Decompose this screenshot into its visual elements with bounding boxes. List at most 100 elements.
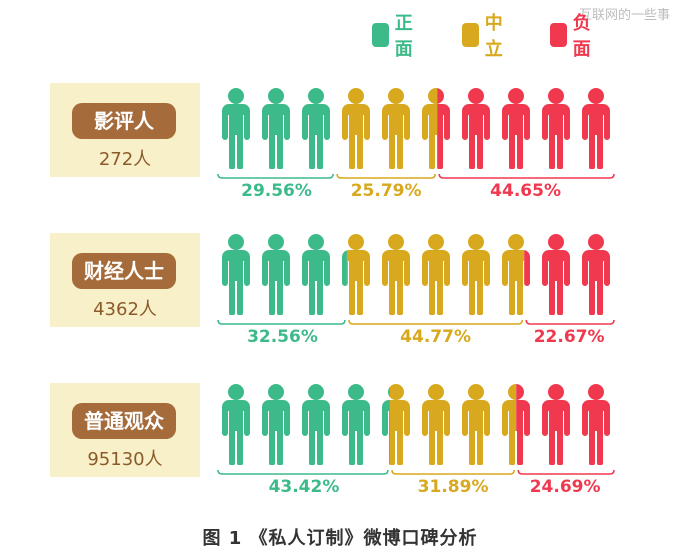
person-fill-negative — [502, 88, 530, 169]
person-icon-positive — [262, 88, 290, 169]
person-icon-positive — [262, 384, 290, 465]
legend-item-positive: 正面 — [372, 13, 420, 60]
bracket-positive — [217, 469, 389, 475]
person-fill-positive — [222, 384, 250, 465]
group-count-film-critics: 272人 — [98, 149, 152, 170]
person-fill-positive — [342, 234, 347, 315]
person-fill-neutral — [502, 384, 517, 465]
data-label-positive: 32.56% — [247, 327, 318, 347]
person-fill-positive — [382, 384, 390, 465]
group-name-general-audience: 普通观众 — [72, 403, 176, 439]
person-fill-positive — [262, 88, 290, 169]
person-icon-positive — [302, 88, 330, 169]
person-icon-negative — [542, 234, 570, 315]
data-label-positive: 29.56% — [241, 181, 312, 201]
data-label-positive: 43.42% — [269, 477, 340, 497]
person-fill-negative — [582, 384, 610, 465]
person-fill-neutral — [382, 234, 410, 315]
person-fill-neutral — [382, 88, 410, 169]
data-label-neutral: 44.77% — [400, 327, 471, 347]
person-icon-neutral — [382, 384, 410, 465]
person-fill-negative — [462, 88, 490, 169]
data-label-neutral: 31.89% — [418, 477, 489, 497]
group-card-film-critics: 影评人 272人 — [50, 83, 200, 177]
person-icon-negative — [582, 234, 610, 315]
person-fill-neutral — [389, 384, 410, 465]
bracket-positive — [217, 319, 346, 325]
legend-swatch-neutral — [462, 23, 479, 47]
bracket-neutral — [391, 469, 516, 475]
person-icon-neutral — [342, 234, 370, 315]
bracket-negative — [525, 319, 615, 325]
person-icon-neutral — [502, 234, 530, 315]
person-fill-neutral — [422, 384, 450, 465]
person-fill-negative — [524, 234, 530, 315]
data-label-neutral: 25.79% — [351, 181, 422, 201]
person-icon-neutral — [342, 88, 370, 169]
bracket-neutral — [348, 319, 524, 325]
person-fill-negative — [582, 234, 610, 315]
person-fill-positive — [302, 88, 330, 169]
person-fill-neutral — [422, 88, 438, 169]
group-card-finance-people: 财经人士 4362人 — [50, 233, 200, 327]
bracket-negative — [517, 469, 615, 475]
person-icon-negative — [462, 88, 490, 169]
person-icon-positive — [222, 88, 250, 169]
person-icon-neutral — [422, 88, 450, 169]
data-label-negative: 22.67% — [534, 327, 605, 347]
person-icon-negative — [582, 384, 610, 465]
person-icon-positive — [302, 234, 330, 315]
person-fill-positive — [262, 384, 290, 465]
person-fill-neutral — [346, 234, 370, 315]
group-count-finance-people: 4362人 — [93, 299, 157, 320]
person-icon-neutral — [422, 384, 450, 465]
bracket-positive — [217, 173, 334, 179]
bracket-negative — [438, 173, 615, 179]
person-fill-neutral — [422, 234, 450, 315]
person-fill-positive — [222, 234, 250, 315]
group-count-general-audience: 95130人 — [87, 449, 163, 470]
person-icon-neutral — [502, 384, 530, 465]
person-icon-positive — [342, 384, 370, 465]
person-icon-positive — [222, 384, 250, 465]
person-icon-neutral — [382, 88, 410, 169]
person-icon-positive — [222, 234, 250, 315]
person-icon-neutral — [422, 234, 450, 315]
person-icon-neutral — [462, 384, 490, 465]
legend-label-neutral: 中立 — [484, 13, 503, 60]
person-icon-negative — [502, 88, 530, 169]
legend-item-neutral: 中立 — [462, 13, 510, 60]
person-fill-neutral — [462, 384, 490, 465]
person-fill-negative — [542, 88, 570, 169]
legend-label-positive: 正面 — [394, 13, 413, 60]
person-fill-positive — [302, 234, 330, 315]
person-icon-positive — [262, 234, 290, 315]
person-fill-positive — [342, 384, 370, 465]
person-fill-negative — [516, 384, 530, 465]
group-card-general-audience: 普通观众 95130人 — [50, 383, 200, 477]
legend-swatch-negative — [550, 23, 567, 47]
person-fill-neutral — [462, 234, 490, 315]
person-icon-negative — [582, 88, 610, 169]
person-fill-neutral — [342, 88, 370, 169]
legend-label-negative: 负面 — [572, 13, 591, 60]
person-fill-negative — [542, 384, 570, 465]
person-fill-negative — [437, 88, 450, 169]
legend-swatch-positive — [372, 23, 389, 47]
person-icon-negative — [542, 88, 570, 169]
data-label-negative: 24.69% — [530, 477, 601, 497]
figure-caption: 图 1 《私人订制》微博口碑分析 — [202, 528, 478, 549]
group-name-finance-people: 财经人士 — [72, 253, 176, 289]
data-label-negative: 44.65% — [490, 181, 561, 201]
person-fill-positive — [222, 88, 250, 169]
person-fill-negative — [542, 234, 570, 315]
legend-item-negative: 负面 — [550, 13, 598, 60]
group-name-film-critics: 影评人 — [72, 103, 176, 139]
person-fill-neutral — [502, 234, 525, 315]
person-fill-negative — [582, 88, 610, 169]
person-icon-neutral — [462, 234, 490, 315]
watermark-text: 互联网的一些事 — [578, 8, 670, 23]
person-fill-positive — [262, 234, 290, 315]
bracket-neutral — [336, 173, 436, 179]
